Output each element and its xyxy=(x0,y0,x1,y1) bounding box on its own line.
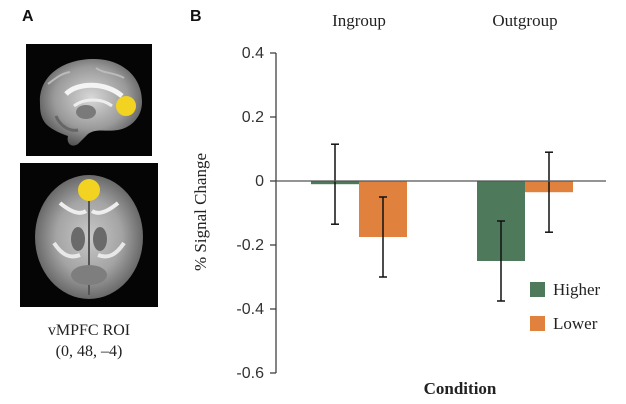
y-tick-label: 0 xyxy=(255,173,264,190)
y-tick-label: 0.4 xyxy=(242,45,264,62)
panel-a-label: A xyxy=(22,8,34,25)
roi-coordinates: (0, 48, –4) xyxy=(55,343,123,360)
roi-marker-axial xyxy=(78,179,100,201)
category-label-ingroup: Ingroup xyxy=(332,11,386,30)
sagittal-brain-image xyxy=(26,44,152,156)
legend-swatch-higher xyxy=(530,282,545,297)
legend-label-higher: Higher xyxy=(553,280,601,299)
y-tick-label: -0.4 xyxy=(236,301,264,318)
roi-title: vMPFC ROI xyxy=(47,322,131,339)
y-tick-label: 0.2 xyxy=(242,109,264,126)
category-label-outgroup: Outgroup xyxy=(492,11,557,30)
y-tick-label: -0.2 xyxy=(236,237,264,254)
roi-marker-sagittal xyxy=(116,96,136,116)
legend-swatch-lower xyxy=(530,316,545,331)
axial-brain-image xyxy=(20,163,158,307)
y-axis-title: % Signal Change xyxy=(191,153,210,271)
legend-label-lower: Lower xyxy=(553,314,598,333)
x-axis-title: Condition xyxy=(424,379,497,398)
panel-b-label: B xyxy=(190,8,202,25)
y-tick-label: -0.6 xyxy=(236,365,264,382)
plot-area: 0.4 0.2 0 -0.2 -0.4 -0.6 Ingroup Outgroup Higher… xyxy=(236,11,606,382)
